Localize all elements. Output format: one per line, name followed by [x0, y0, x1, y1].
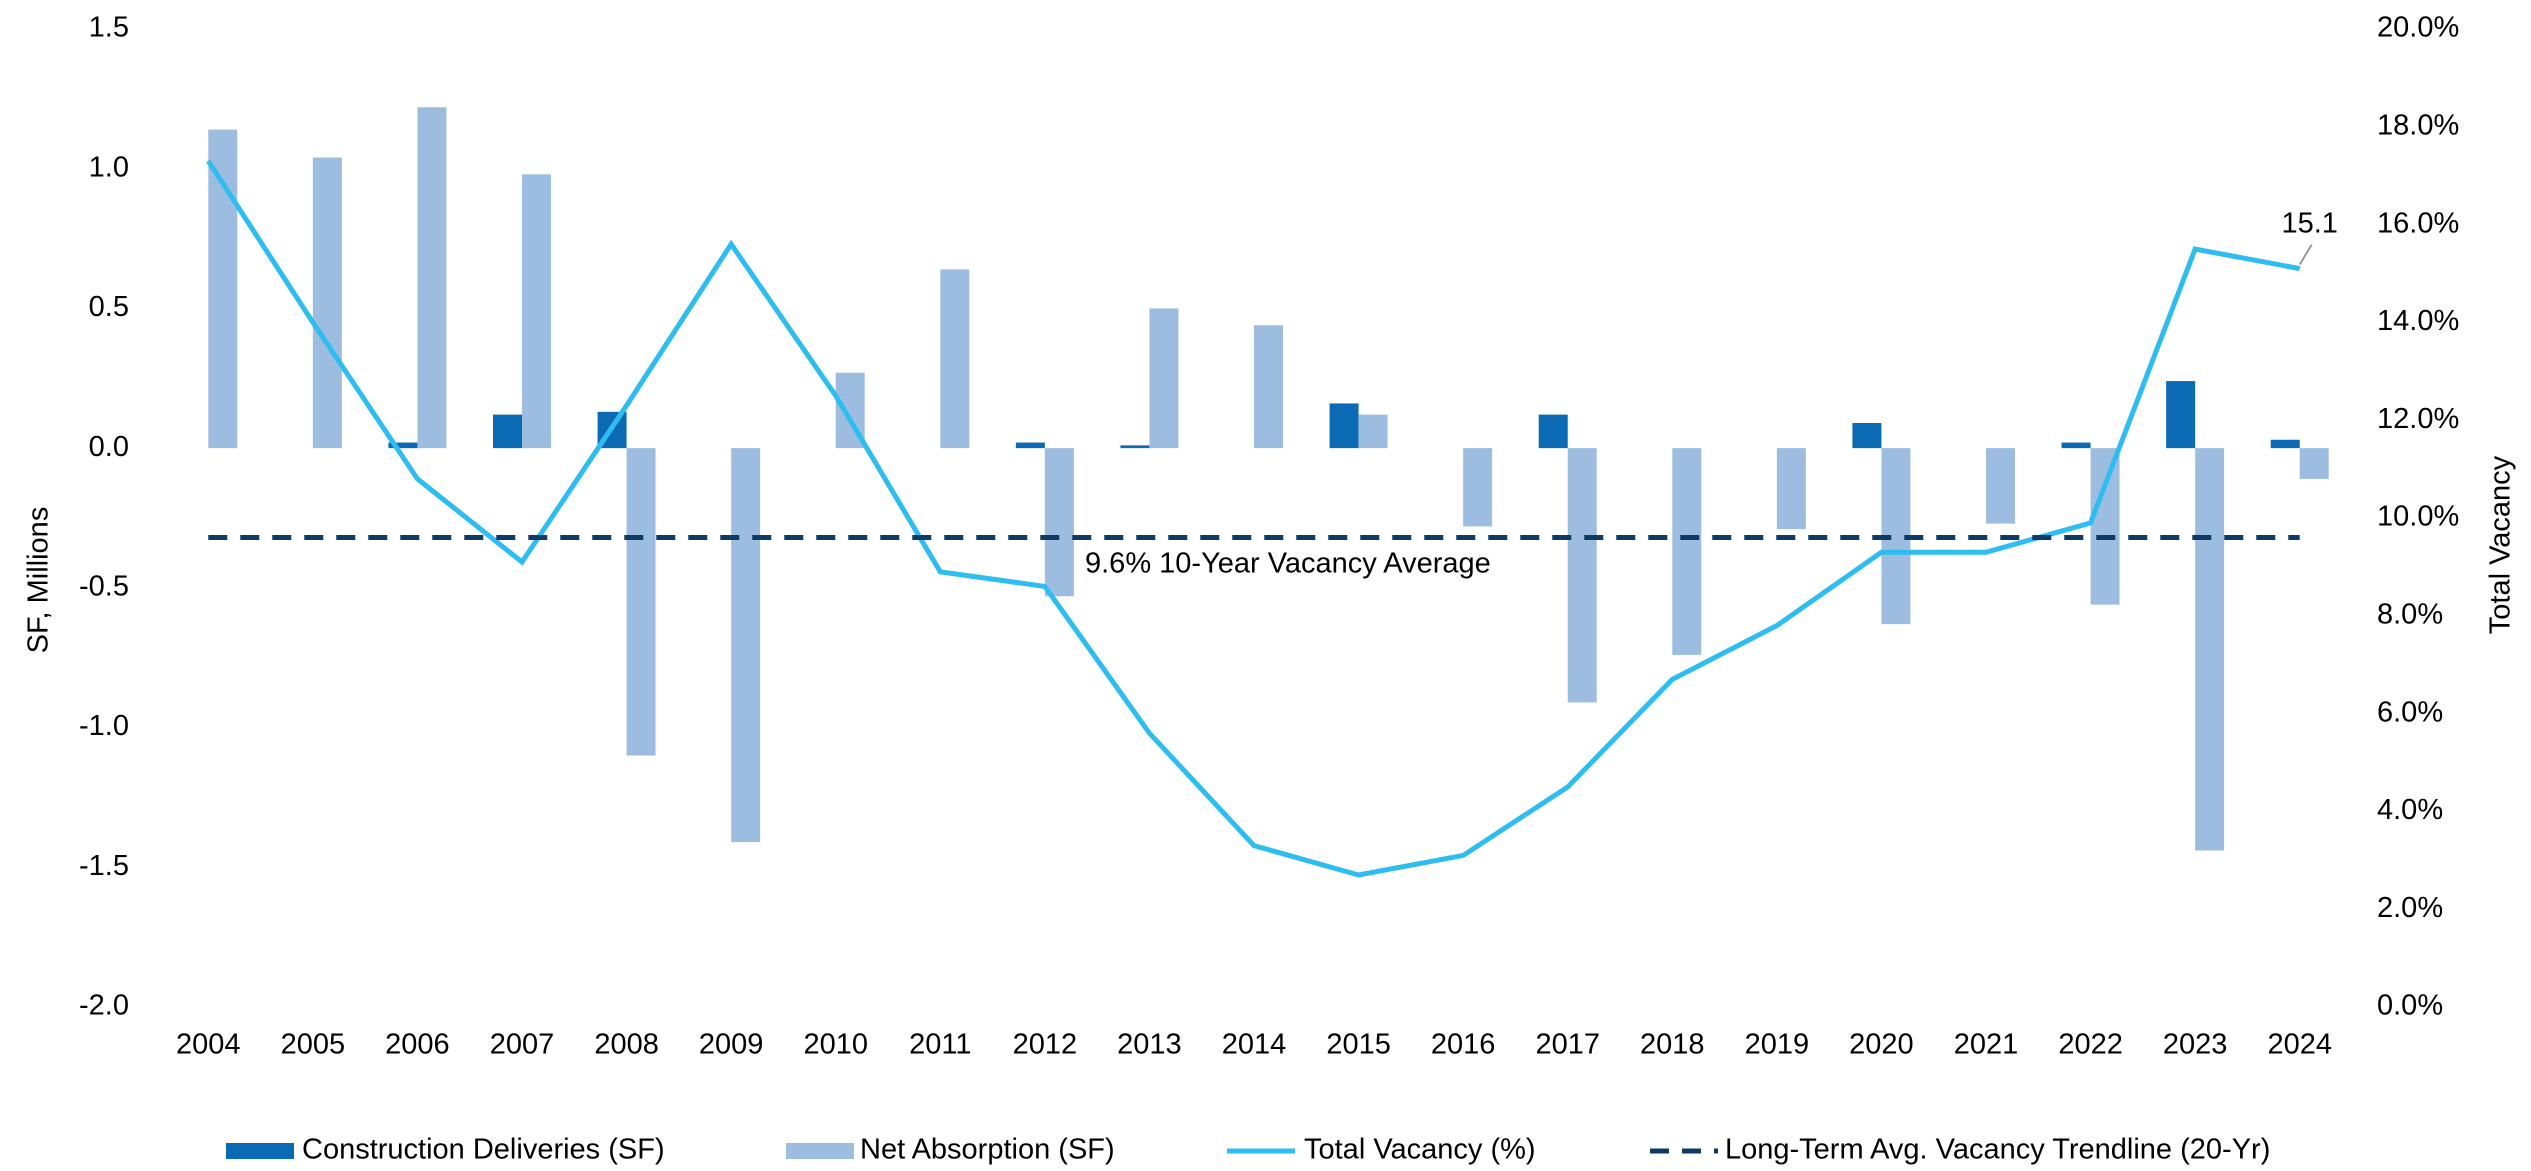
bar [1852, 422, 1882, 449]
bar [1358, 414, 1388, 449]
x-tick-label: 2005 [281, 1029, 346, 1061]
y2-tick-label: 8.0% [2377, 598, 2443, 630]
x-tick-label: 2007 [490, 1029, 555, 1061]
y-tick-label: 0.5 [89, 291, 129, 323]
bar [417, 107, 447, 449]
bar [1149, 308, 1179, 449]
legend-label: Total Vacancy (%) [1304, 1134, 1536, 1166]
x-tick-label: 2012 [1013, 1029, 1078, 1061]
x-tick-label: 2021 [1954, 1029, 2019, 1061]
y2-tick-label: 14.0% [2377, 305, 2459, 337]
bar [388, 442, 418, 449]
x-tick-label: 2018 [1640, 1029, 1705, 1061]
bar [2299, 448, 2329, 479]
x-tick-label: 2022 [2058, 1029, 2123, 1061]
y2-tick-label: 6.0% [2377, 696, 2443, 728]
legend-label: Construction Deliveries (SF) [302, 1134, 665, 1166]
legend-label: Net Absorption (SF) [860, 1134, 1115, 1166]
x-tick-label: 2014 [1222, 1029, 1287, 1061]
y2-tick-label: 4.0% [2377, 794, 2443, 826]
bar [522, 174, 551, 449]
data-label: 15.1 [2281, 207, 2337, 239]
x-tick-label: 2023 [2163, 1029, 2228, 1061]
x-tick-label: 2004 [176, 1029, 241, 1061]
bar [2195, 448, 2225, 851]
y2-tick-label: 10.0% [2377, 501, 2459, 533]
x-tick-label: 2016 [1431, 1029, 1496, 1061]
y-tick-label: 0.0 [89, 431, 129, 463]
x-tick-label: 2017 [1535, 1029, 1600, 1061]
x-tick-label: 2010 [803, 1029, 868, 1061]
y-tick-label: -2.0 [79, 990, 129, 1022]
y2-tick-label: 16.0% [2377, 207, 2459, 239]
y2-tick-label: 20.0% [2377, 12, 2459, 44]
y-tick-label: -1.0 [79, 710, 129, 742]
bar [1776, 448, 1806, 530]
bar [208, 129, 238, 449]
bar [1463, 448, 1493, 527]
legend-swatch [786, 1143, 854, 1159]
bar [731, 448, 761, 843]
x-tick-label: 2006 [385, 1029, 450, 1061]
legend-label: Long-Term Avg. Vacancy Trendline (20-Yr) [1725, 1134, 2270, 1166]
y2-tick-label: 0.0% [2377, 990, 2443, 1022]
y2-axis-title: Total Vacancy [2485, 455, 2517, 634]
y2-tick-label: 12.0% [2377, 403, 2459, 435]
y-tick-label: -0.5 [79, 571, 129, 603]
y2-tick-label: 18.0% [2377, 109, 2459, 141]
x-tick-label: 2019 [1745, 1029, 1810, 1061]
bar [940, 269, 970, 449]
bar [1986, 448, 2015, 524]
bar [1120, 445, 1150, 449]
x-tick-label: 2009 [699, 1029, 764, 1061]
bar [2166, 381, 2196, 449]
x-tick-label: 2013 [1117, 1029, 1182, 1061]
y-tick-label: 1.0 [89, 151, 129, 183]
y2-tick-label: 2.0% [2377, 892, 2443, 924]
x-tick-label: 2024 [2267, 1029, 2332, 1061]
legend-swatch [226, 1143, 294, 1159]
x-tick-label: 2015 [1326, 1029, 1391, 1061]
bar [2061, 442, 2091, 449]
bar [1015, 442, 1045, 449]
y-axis-title: SF, Millions [23, 507, 55, 654]
bar [2090, 448, 2120, 605]
bar [312, 157, 342, 449]
bar [1567, 448, 1597, 703]
label-leader [2298, 244, 2313, 266]
bar [1538, 414, 1568, 449]
bar [1329, 403, 1359, 449]
bar [1254, 325, 1283, 449]
x-tick-label: 2020 [1849, 1029, 1914, 1061]
bar [1672, 448, 1702, 655]
bar [1044, 448, 1074, 597]
annotation: 9.6% 10-Year Vacancy Average [1085, 548, 1491, 580]
y-tick-label: 1.5 [89, 12, 129, 44]
line [206, 159, 2301, 878]
x-tick-label: 2008 [594, 1029, 659, 1061]
bar [626, 448, 656, 756]
bar [493, 414, 522, 449]
x-tick-label: 2011 [909, 1029, 971, 1061]
bar [2270, 439, 2300, 449]
y-tick-label: -1.5 [79, 850, 129, 882]
